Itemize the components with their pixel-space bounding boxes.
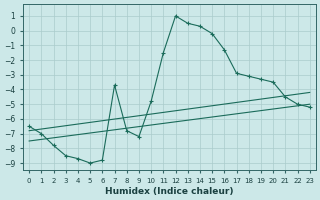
X-axis label: Humidex (Indice chaleur): Humidex (Indice chaleur) — [105, 187, 234, 196]
